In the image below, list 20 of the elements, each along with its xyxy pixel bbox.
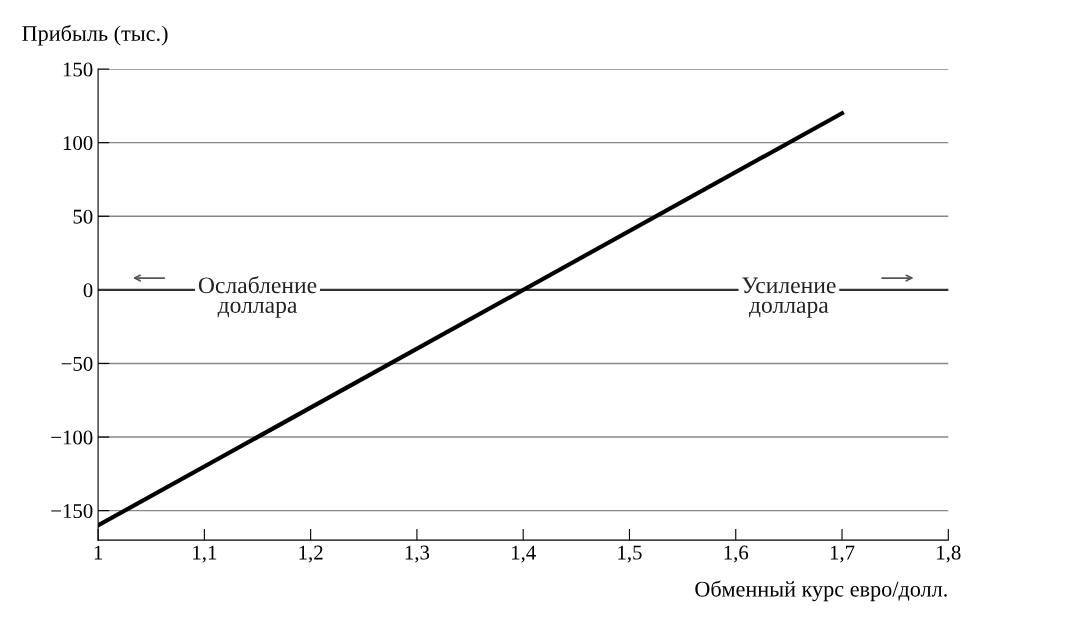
x-tick-label: 1,8	[937, 545, 961, 563]
y-tick-label: −100	[51, 430, 93, 445]
y-tick-label: 0	[83, 283, 93, 298]
annotation: Усиление доллара	[742, 277, 836, 318]
x-tick-label: 1,6	[724, 545, 749, 563]
y-tick-label: −150	[51, 504, 93, 519]
x-tick-label: 1,7	[830, 545, 855, 563]
x-tick-label: 1,3	[405, 545, 430, 563]
annotation: Ослабление доллара	[198, 276, 317, 318]
x-tick-label: 1,2	[299, 545, 323, 563]
x-axis-title: Обменный курс евро/долл.	[695, 580, 947, 602]
x-tick-label: 1,5	[618, 545, 642, 563]
y-axis-title: Прибыль (тыс.)	[22, 24, 168, 46]
y-tick-label: 50	[73, 209, 93, 224]
x-tick-label: 1,1	[193, 545, 217, 563]
y-tick-label: 150	[63, 62, 93, 77]
x-tick-label: 1,4	[512, 545, 536, 563]
y-tick-label: −50	[61, 356, 93, 371]
x-tick-label: 1	[94, 545, 103, 560]
y-tick-label: 100	[63, 136, 93, 151]
